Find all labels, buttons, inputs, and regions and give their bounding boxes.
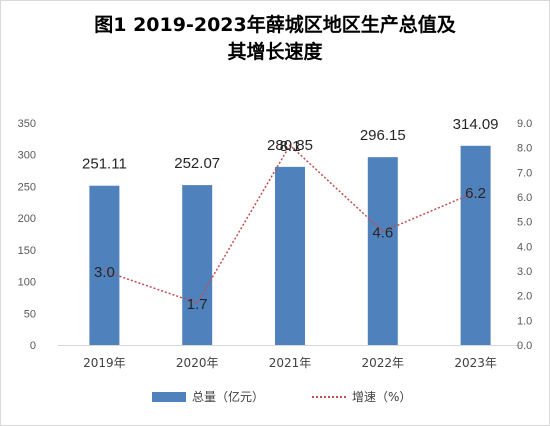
y-right-tick-label-1: 1.0 xyxy=(517,315,532,327)
y-left-tick-label-1: 50 xyxy=(24,308,36,320)
bar-data-label-0: 251.11 xyxy=(82,156,127,173)
bar-data-label-1: 252.07 xyxy=(174,155,220,172)
y-left-tick-label-4: 200 xyxy=(18,213,36,225)
y-left-tick-label-2: 100 xyxy=(18,277,36,289)
legend-bar-swatch xyxy=(152,391,186,402)
bar-data-label-2: 280.85 xyxy=(267,137,313,154)
y-right-tick-label-8: 8.0 xyxy=(517,143,532,155)
y-right-tick-label-7: 7.0 xyxy=(517,167,532,179)
line-data-label-3: 4.6 xyxy=(372,225,393,242)
y-left-tick-label-0: 0 xyxy=(30,340,36,352)
legend-line-swatch xyxy=(312,395,346,398)
y-left-tick-label-5: 250 xyxy=(18,181,36,193)
bar-data-label-3: 296.15 xyxy=(360,127,406,144)
growth-line xyxy=(104,144,476,304)
chart-title: 图1 2019-2023年薛城区地区生产总值及 其增长速度 xyxy=(0,12,550,66)
y-right-tick-label-5: 5.0 xyxy=(517,217,532,229)
bar-1 xyxy=(182,185,213,345)
legend-item-line: 增速（%） xyxy=(312,388,411,405)
y-right-tick-label-6: 6.0 xyxy=(517,192,532,204)
legend-line-label: 增速（%） xyxy=(352,390,412,404)
legend-item-bar: 总量（亿元） xyxy=(152,388,264,405)
line-data-label-0: 3.0 xyxy=(94,264,115,281)
bar-data-label-4: 314.09 xyxy=(453,116,499,133)
y-left-tick-label-6: 300 xyxy=(18,150,36,162)
y-right-tick-label-4: 4.0 xyxy=(517,241,532,253)
chart-title-line-2: 其增长速度 xyxy=(227,41,323,63)
x-tick-label-2: 2021年 xyxy=(269,356,312,370)
bar-4 xyxy=(460,145,491,345)
legend-bar-label: 总量（亿元） xyxy=(192,390,265,404)
bar-3 xyxy=(367,157,398,345)
line-data-label-4: 6.2 xyxy=(465,185,486,202)
x-tick-label-4: 2023年 xyxy=(454,356,497,370)
y-right-tick-label-9: 9.0 xyxy=(517,118,532,130)
y-right-tick-label-2: 2.0 xyxy=(517,291,532,303)
y-left-tick-label-3: 150 xyxy=(18,245,36,257)
x-tick-label-1: 2020年 xyxy=(176,356,219,370)
legend: 总量（亿元） 增速（%） xyxy=(0,388,550,406)
chart-title-line-1: 图1 2019-2023年薛城区地区生产总值及 xyxy=(94,14,456,36)
bar-2 xyxy=(275,166,305,345)
x-tick-label-0: 2019年 xyxy=(83,356,126,370)
y-left-tick-label-7: 350 xyxy=(18,118,36,130)
x-tick-label-3: 2022年 xyxy=(362,356,405,370)
line-data-label-2: 8.1 xyxy=(280,138,301,155)
line-data-label-1: 1.7 xyxy=(187,296,208,313)
y-right-tick-label-3: 3.0 xyxy=(517,266,532,278)
bar-0 xyxy=(89,185,120,345)
y-right-tick-label-0: 0.0 xyxy=(517,340,532,352)
